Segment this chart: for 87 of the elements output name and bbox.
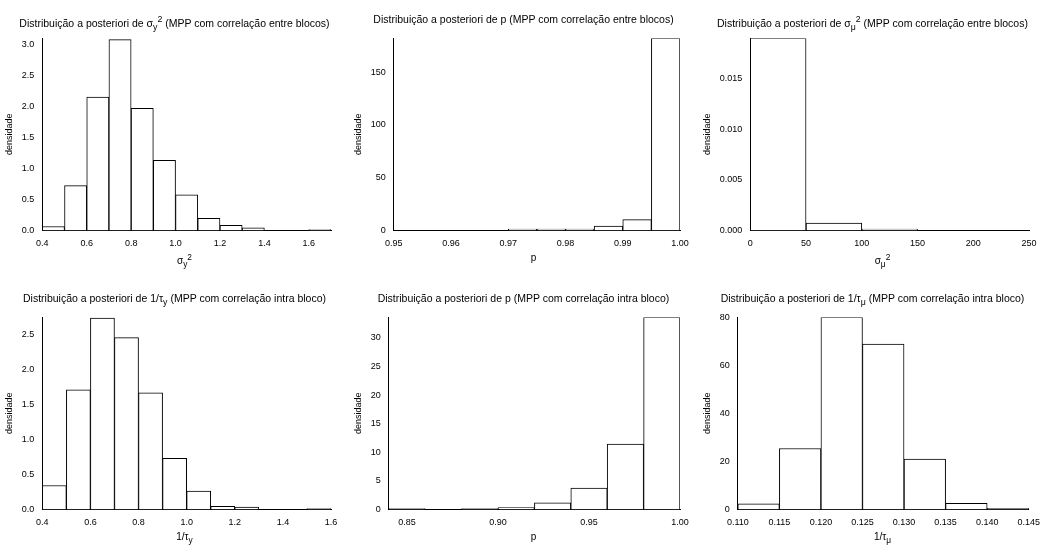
y-tick-label: 0.0	[21, 503, 35, 514]
x-tick-label: 0.8	[124, 238, 138, 249]
y-tick-label: 0	[380, 224, 386, 235]
x-tick-label: 100	[854, 238, 870, 249]
y-tick-label: 2.0	[21, 364, 35, 375]
x-tick-label: 1.2	[228, 517, 242, 528]
y-tick-label: 20	[719, 455, 730, 466]
x-tick-label: 0.97	[499, 238, 518, 249]
y-tick-label: 30	[370, 332, 381, 343]
x-tick-label: 0.130	[892, 517, 916, 528]
chart-title: Distribuição a posteriori de σ$_{μ}$$^{2}$ (MPP com correlação entre blocos)	[716, 13, 1029, 32]
y-tick-label: 2.0	[21, 100, 35, 111]
x-tick-label: 0.4	[36, 238, 49, 249]
y-tick-label: 1.5	[21, 131, 35, 142]
y-axis-title: densidade	[3, 113, 14, 156]
x-tick-label: 1.4	[276, 517, 290, 528]
x-tick-label: 0	[747, 238, 753, 249]
y-tick-label: 50	[375, 171, 386, 182]
y-tick-label: 15	[370, 418, 381, 429]
x-tick-label: 0.4	[36, 517, 49, 528]
y-tick-label: 80	[719, 311, 730, 322]
y-tick-label: 0.5	[21, 193, 35, 204]
y-axis-title: densidade	[3, 392, 14, 435]
y-tick-label: 10	[370, 446, 381, 457]
x-tick-label: 250	[1021, 238, 1037, 249]
y-tick-label: 0.0	[21, 224, 35, 235]
x-tick-label: 1.00	[671, 517, 689, 528]
x-tick-label: 200	[965, 238, 981, 249]
y-tick-label: 1.0	[21, 433, 35, 444]
y-tick-label: 0.005	[719, 174, 743, 185]
x-axis-title: 1/τ$_{y}$	[175, 531, 194, 545]
x-tick-label: 0.110	[726, 517, 749, 528]
y-tick-label: 0.010	[719, 123, 743, 134]
x-tick-label: 0.95	[580, 517, 598, 528]
x-tick-label: 150	[910, 238, 926, 249]
y-axis-title: densidade	[352, 113, 363, 156]
x-tick-label: 0.140	[975, 517, 999, 528]
y-tick-label: 20	[370, 389, 381, 400]
y-tick-label: 1.0	[21, 162, 35, 173]
x-tick-label: 50	[801, 238, 812, 249]
y-tick-label: 40	[719, 407, 730, 418]
x-tick-label: 1.00	[671, 238, 689, 249]
x-tick-label: 1.0	[180, 517, 193, 528]
y-tick-label: 25	[370, 360, 381, 371]
chart-title: Distribuição a posteriori de 1/τ$_{y}$ (MPP com correlação intra bloco)	[21, 291, 327, 309]
y-tick-label: 5	[375, 475, 381, 486]
y-tick-label: 0	[375, 503, 381, 514]
chart-title: Distribuição a posteriori de 1/τ$_{μ}$ (MPP com correlação intra bloco)	[719, 291, 1026, 309]
x-tick-label: 0.145	[1017, 517, 1040, 528]
x-tick-label: 1.4	[258, 238, 271, 249]
y-tick-label: 0.015	[719, 73, 743, 84]
y-tick-label: 1.5	[21, 399, 35, 410]
y-axis-title: densidade	[701, 113, 712, 156]
x-tick-label: 1.6	[324, 517, 338, 528]
chart-title: Distribuição a posteriori de σ$_{y}$$^{2}$ (MPP com correlação entre blocos)	[18, 13, 331, 32]
y-tick-label: 150	[370, 66, 386, 77]
y-axis-title: densidade	[352, 392, 363, 435]
x-tick-label: 0.115	[768, 517, 791, 528]
x-tick-label: 0.90	[489, 517, 507, 528]
x-tick-label: 0.96	[442, 238, 460, 249]
x-axis-title: p	[529, 252, 538, 263]
x-tick-label: 0.125	[851, 517, 874, 528]
y-tick-label: 2.5	[21, 70, 35, 81]
x-axis-title: 1/τ$_{μ}$	[872, 531, 893, 545]
y-tick-label: 0.000	[719, 224, 743, 235]
y-tick-label: 0.5	[21, 468, 35, 479]
chart-title: Distribuição a posteriori de p (MPP com correlação intra bloco)	[376, 291, 671, 306]
y-axis-title: densidade	[701, 392, 712, 435]
y-tick-label: 60	[719, 359, 730, 370]
x-tick-label: 0.99	[614, 238, 632, 249]
x-tick-label: 0.6	[80, 238, 93, 249]
x-tick-label: 1.2	[213, 238, 227, 249]
x-tick-label: 0.6	[84, 517, 97, 528]
x-tick-label: 0.120	[809, 517, 833, 528]
x-tick-label: 1.6	[302, 238, 316, 249]
y-tick-label: 100	[370, 119, 386, 130]
x-axis-title: p	[529, 531, 538, 542]
y-tick-label: 3.0	[21, 39, 35, 50]
y-tick-label: 0	[724, 503, 730, 514]
chart-title: Distribuição a posteriori de p (MPP com correlação entre blocos)	[372, 12, 675, 27]
x-tick-label: 1.0	[169, 238, 182, 249]
y-tick-label: 2.5	[21, 329, 35, 340]
x-tick-label: 0.135	[934, 517, 957, 528]
x-tick-label: 0.8	[132, 517, 145, 528]
x-tick-label: 0.98	[556, 238, 575, 249]
x-tick-label: 0.85	[398, 517, 416, 528]
x-tick-label: 0.95	[385, 238, 403, 249]
